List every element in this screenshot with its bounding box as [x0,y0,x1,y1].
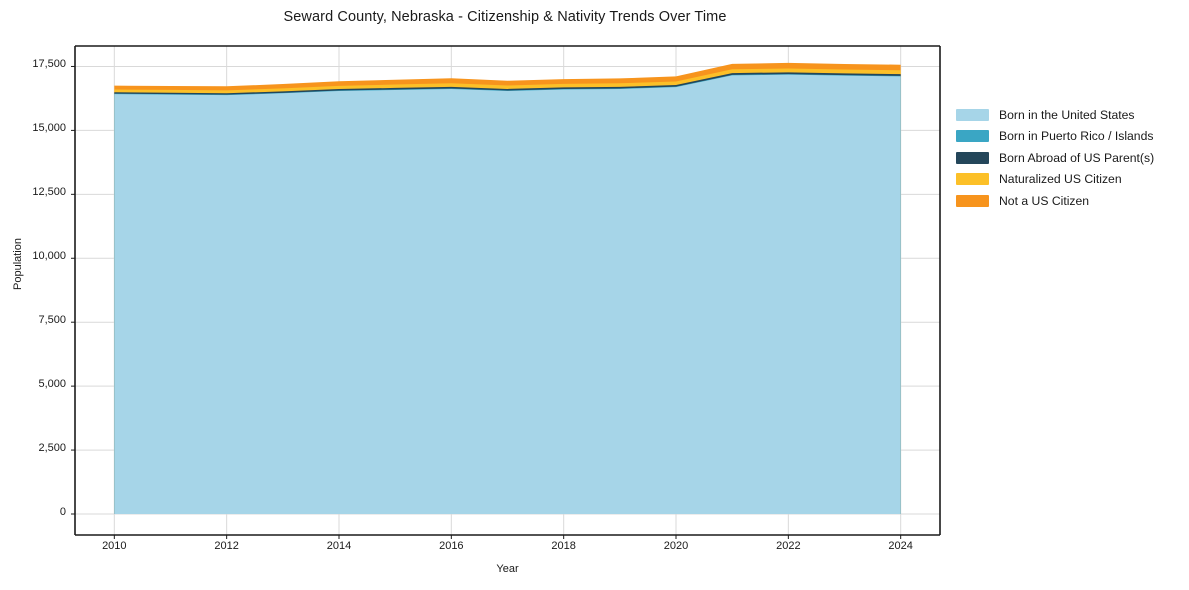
legend-swatch-icon [956,130,989,143]
y-tick-label: 15,000 [32,122,66,135]
legend-label: Born in Puerto Rico / Islands [999,129,1154,144]
x-tick-label: 2016 [439,540,464,552]
legend-swatch-icon [956,108,989,121]
y-tick-label: 2,500 [38,442,66,455]
x-tick-label: 2018 [551,540,576,552]
x-tick-label: 2022 [776,540,801,552]
legend-item[interactable]: Not a US Citizen [956,190,1154,212]
y-tick-label: 10,000 [32,250,66,263]
y-tick-label: 0 [59,506,66,518]
legend-item[interactable]: Born in Puerto Rico / Islands [956,126,1154,148]
x-tick-label: 2010 [102,540,127,552]
y-tick-label: 7,500 [38,314,66,327]
legend-label: Born Abroad of US Parent(s) [999,150,1155,165]
chart-title: Seward County, Nebraska - Citizenship & … [283,9,727,25]
legend-label: Born in the United States [999,107,1135,122]
chart-legend: Born in the United States Born in Puerto … [956,104,1154,212]
y-tick-label: 17,500 [32,58,66,71]
x-tick-label: 2012 [214,540,239,552]
y-axis-label: Population [12,238,24,290]
legend-label: Naturalized US Citizen [999,172,1122,187]
y-tick-label: 5,000 [38,378,66,391]
x-axis-label: Year [496,563,519,575]
legend-label: Not a US Citizen [999,193,1090,208]
legend-item[interactable]: Born in the United States [956,104,1154,126]
x-tick-label: 2024 [888,540,913,552]
x-tick-label: 2020 [663,540,689,552]
legend-item[interactable]: Naturalized US Citizen [956,169,1154,191]
legend-item[interactable]: Born Abroad of US Parent(s) [956,147,1154,169]
x-tick-label: 2014 [326,540,352,552]
legend-swatch-icon [956,173,989,186]
area-series [114,74,901,514]
y-tick-label: 12,500 [32,186,66,199]
legend-swatch-icon [956,151,989,164]
legend-swatch-icon [956,194,989,207]
